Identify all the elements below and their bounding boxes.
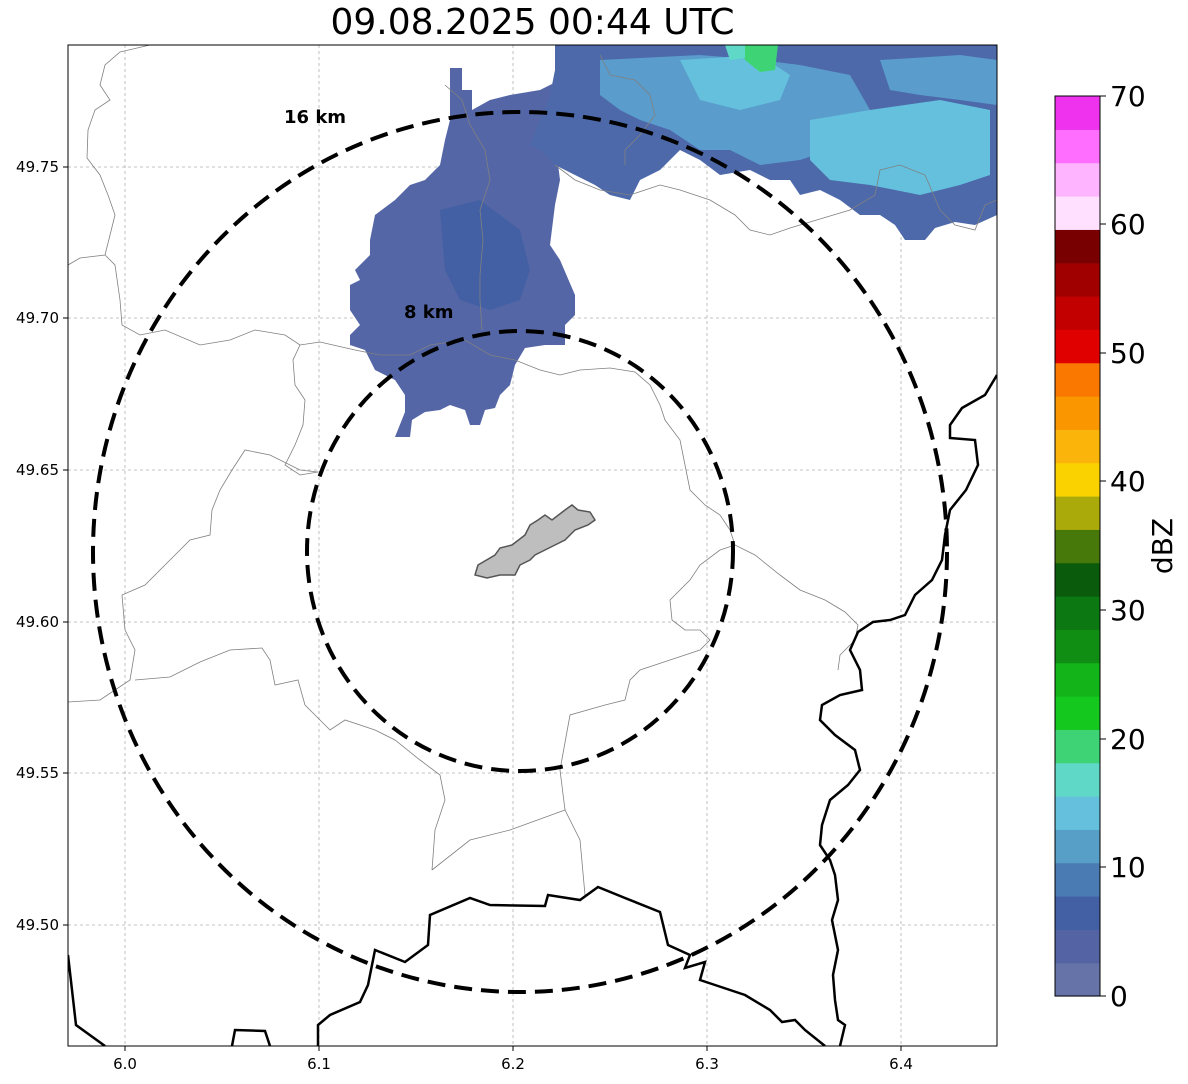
colorbar-segment <box>1055 529 1100 564</box>
range-rings <box>91 110 949 994</box>
radar-echo-layer <box>350 45 997 437</box>
colorbar-tick-label: 60 <box>1110 208 1146 241</box>
y-tick-label: 49.50 <box>16 916 59 934</box>
plot-frame <box>67 44 998 1047</box>
axis-ticks <box>63 166 902 1051</box>
echo-core-6 <box>725 45 745 60</box>
colorbar-segment <box>1055 96 1100 130</box>
x-tick-label: 6.3 <box>695 1055 719 1073</box>
colorbar <box>1054 95 1101 997</box>
ring-label-8km: 8 km <box>404 302 454 323</box>
echo-core-7 <box>440 200 530 310</box>
colorbar-ticks <box>1100 95 1106 997</box>
colorbar-segment <box>1055 162 1100 197</box>
colorbar-segment <box>1055 596 1100 630</box>
map-title: 09.08.2025 00:44 UTC <box>330 2 735 43</box>
colorbar-segment <box>1055 429 1100 464</box>
echo-core-1 <box>600 55 870 165</box>
colorbar-segment <box>1055 462 1100 497</box>
y-tick-label: 49.75 <box>16 158 59 176</box>
colorbar-segment <box>1055 896 1100 930</box>
colorbar-tick-label: 0 <box>1110 980 1128 1013</box>
colorbar-unit-label: dBZ <box>1146 518 1179 574</box>
colorbar-frame <box>1054 95 1101 997</box>
x-tick-label: 6.1 <box>307 1055 331 1073</box>
y-tick-label: 49.70 <box>16 309 59 327</box>
colorbar-tick-label: 20 <box>1110 723 1146 756</box>
colorbar-segment <box>1055 729 1100 764</box>
colorbar-segment <box>1055 796 1100 830</box>
country-borders <box>68 374 997 1046</box>
colorbar-segment <box>1055 629 1100 664</box>
colorbar-segment <box>1055 362 1100 397</box>
colorbar-segment <box>1055 262 1100 297</box>
x-tick-label: 6.0 <box>113 1055 137 1073</box>
y-tick-label: 49.55 <box>16 764 59 782</box>
colorbar-tick-label: 10 <box>1110 851 1146 884</box>
echo-core-5 <box>740 45 778 72</box>
ring-label-16km: 16 km <box>284 107 346 128</box>
colorbar-segment <box>1055 396 1100 430</box>
echo-core-3 <box>810 100 990 195</box>
range-ring-8km <box>305 329 735 773</box>
echo-core-4 <box>880 55 997 105</box>
colorbar-tick-label: 70 <box>1110 80 1146 113</box>
colorbar-tick-label: 40 <box>1110 465 1146 498</box>
x-tick-label: 6.2 <box>501 1055 525 1073</box>
commune-boundaries <box>68 45 997 896</box>
colorbar-segment <box>1055 696 1100 730</box>
colorbar-segment <box>1055 196 1100 230</box>
colorbar-segment <box>1055 862 1100 897</box>
y-tick-label: 49.65 <box>16 461 59 479</box>
colorbar-segment <box>1055 662 1100 697</box>
colorbar-tick-label: 50 <box>1110 337 1146 370</box>
x-tick-label: 6.4 <box>889 1055 913 1073</box>
colorbar-segment <box>1055 229 1100 264</box>
colorbar-segment <box>1055 929 1100 964</box>
range-ring-16km <box>91 110 949 994</box>
colorbar-tick-label: 30 <box>1110 594 1146 627</box>
colorbar-segment <box>1055 829 1100 864</box>
colorbar-segment <box>1055 329 1100 364</box>
colorbar-segment <box>1055 762 1100 797</box>
y-tick-label: 49.60 <box>16 613 59 631</box>
colorbar-segment <box>1055 562 1100 597</box>
colorbar-segment <box>1055 129 1100 164</box>
colorbar-segment <box>1055 496 1100 530</box>
city-outline <box>474 504 597 579</box>
colorbar-segment <box>1055 962 1100 997</box>
colorbar-segment <box>1055 296 1100 330</box>
